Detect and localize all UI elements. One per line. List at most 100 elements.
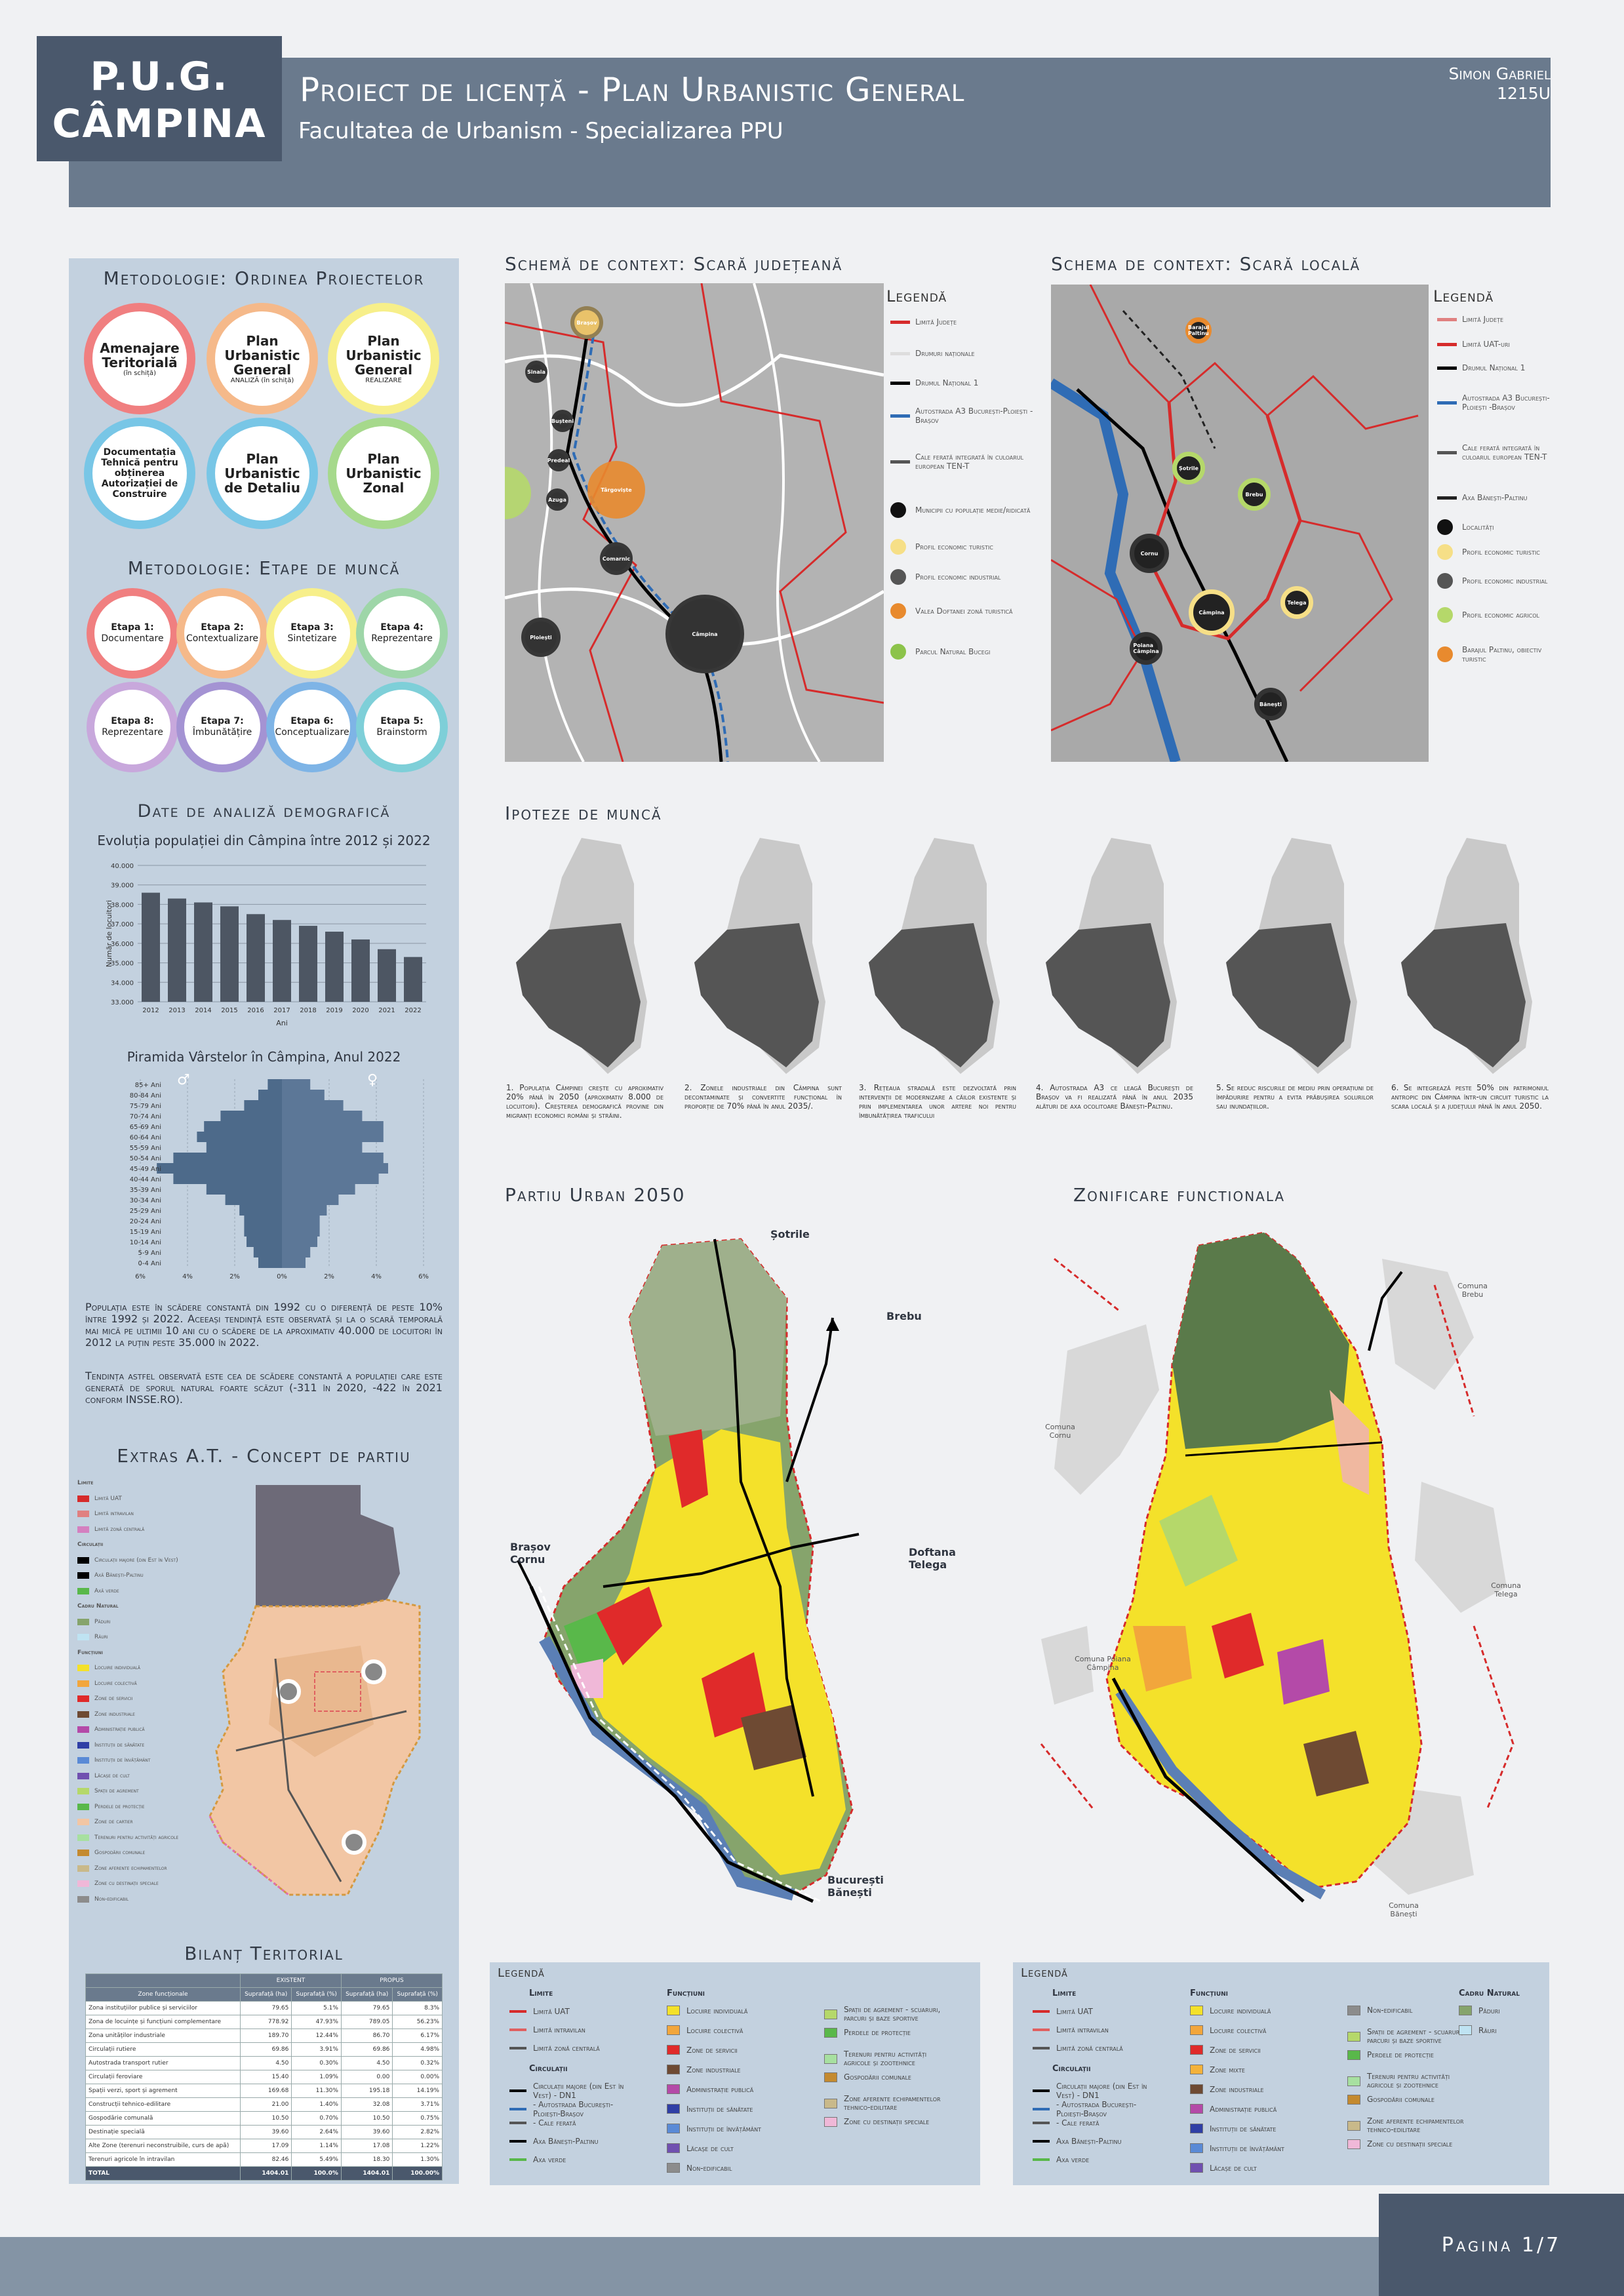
- legend-swatch: [1190, 2104, 1203, 2114]
- table-cell: Circulații feroviare: [85, 2070, 241, 2084]
- legend-function: Zone industriale: [1190, 2084, 1334, 2094]
- total-cell: 1404.01: [340, 2166, 393, 2181]
- x-tick: 2%: [324, 1273, 334, 1280]
- partiu-label-sotrile: Șotrile: [770, 1228, 810, 1240]
- partiu-industrial: [741, 1705, 806, 1770]
- legend-swatch: [1190, 2143, 1203, 2153]
- legend-label: Locuire individuală: [1210, 2006, 1271, 2015]
- legend-function: Locuire colectivă: [667, 2025, 811, 2035]
- legend-swatch: [1033, 2140, 1050, 2143]
- legend-label: Zone de servicii: [686, 2045, 738, 2055]
- legend-swatch: [1190, 2163, 1203, 2173]
- balance-table-wrap: EXISTENT PROPUS Zone funcționale Suprafață …: [85, 1973, 443, 2181]
- age-pyramid-chart: 6% 4% 2% 0% 2% 4% 6% 85+ Ani 80-84 Ani 75-79 Ani 7…: [130, 1072, 429, 1280]
- pyramid-bar-female: [282, 1111, 363, 1121]
- table-cell: 8.3%: [392, 2001, 443, 2015]
- page-number: Pagina 1/7: [1379, 2194, 1624, 2296]
- legend-label: Profil economic turistic: [1462, 547, 1540, 557]
- legend-swatch: [1190, 2006, 1203, 2015]
- x-tick: 2013: [168, 1007, 185, 1014]
- legend-circulation: - Autostrada București-Ploiești-Brașov: [509, 2100, 634, 2118]
- county-context-title: Schemă de context: Scară județeană: [505, 253, 843, 275]
- stage-5: Etapa 8: Reprezentare: [87, 682, 178, 772]
- at-legend-item: Cadru Natural: [77, 1602, 195, 1611]
- stage-number: Etapa 6:: [290, 716, 334, 726]
- zon-legend-title: Legendă: [1021, 1966, 1068, 1980]
- legend-label: Terenuri pentru activități agricole: [94, 1834, 179, 1841]
- age-label: 70-74 Ani: [130, 1113, 161, 1120]
- legend-label: Circulații majore (din Est în Vest): [94, 1556, 178, 1564]
- legend-label: Zone industriale: [686, 2065, 741, 2074]
- stage-label: Brainstorm: [376, 727, 427, 738]
- legend-circulation: Axa verde: [1033, 2155, 1157, 2164]
- table-cell: 56.23%: [392, 2015, 443, 2029]
- order-step-label: Plan Urbanistic Zonal: [336, 452, 431, 495]
- table-cell: 47.93%: [291, 2015, 342, 2029]
- pyramid-bar-male: [244, 1216, 282, 1226]
- table-cell: Zona instituțiilor publice și serviciilo…: [85, 2001, 241, 2015]
- legend-swatch: [1190, 2045, 1203, 2055]
- table-cell: 5.1%: [291, 2001, 342, 2015]
- at-legend-item: Zone aferente echipamentelor: [77, 1864, 195, 1873]
- legend-label: Limită intravilan: [533, 2025, 585, 2034]
- legend-swatch: [1033, 2122, 1050, 2124]
- table-cell: 17.08: [340, 2139, 393, 2153]
- table-row: Zona instituțiilor publice și serviciilo…: [85, 2001, 443, 2015]
- x-tick: 2019: [326, 1007, 342, 1014]
- legend-swatch: [77, 1695, 89, 1702]
- legend-swatch: [77, 1680, 89, 1687]
- table-cell: 778.92: [239, 2015, 292, 2029]
- legend-label: Circulații majore (din Est în Vest) - DN…: [533, 2082, 624, 2100]
- age-label: 25-29 Ani: [130, 1208, 161, 1215]
- header-band: [69, 58, 1551, 207]
- legend-swatch: [824, 2117, 837, 2127]
- at-legend-item: Administrație publică: [77, 1725, 195, 1734]
- legend-circulation: Axa Bănești-Paltinu: [1033, 2137, 1157, 2146]
- legend-swatch: [890, 381, 910, 385]
- pyramid-bar-female: [282, 1142, 363, 1153]
- page-title: Proiect de licență - Plan Urbanistic Gen…: [300, 71, 965, 109]
- table-cell: 69.86: [340, 2042, 393, 2057]
- zon-neighbour: [1415, 1482, 1507, 1613]
- legend-swatch: [77, 1788, 89, 1794]
- male-icon: ♂: [177, 1072, 190, 1088]
- legend-swatch: [77, 1895, 89, 1903]
- table-cell: 10.50: [340, 2111, 393, 2126]
- zon-label-banesti: Comuna Bănești: [1389, 1901, 1419, 1918]
- legend-label: Axa Bănești-Paltinu: [533, 2137, 599, 2146]
- legend-label: Râuri: [1478, 2025, 1497, 2035]
- legend-function: Zone cu destinații speciale: [1347, 2139, 1478, 2149]
- legend-label: Locuire colectivă: [94, 1680, 137, 1687]
- local-legend-item: Profil economic industrial: [1437, 573, 1562, 589]
- legend-label: Zone aferente echipamentelor: [94, 1865, 167, 1872]
- county-legend-item: Profil economic industrial: [890, 569, 1035, 585]
- local-town: Cornu: [1130, 534, 1169, 573]
- pyramid-bar-female: [282, 1205, 327, 1216]
- population-bar: [404, 957, 422, 1002]
- at-legend-item: Non-edificabil: [77, 1895, 195, 1904]
- x-tick: 2016: [247, 1007, 264, 1014]
- table-cell: 39.60: [239, 2125, 292, 2139]
- legend-swatch: [824, 2098, 837, 2108]
- pyramid-bar-female: [282, 1226, 320, 1237]
- at-node: [276, 1679, 301, 1704]
- pyramid-bar-female: [282, 1090, 325, 1100]
- legend-function: Instituții de învățământ: [667, 2124, 811, 2133]
- legend-circulation: - Cale ferată: [509, 2118, 634, 2128]
- at-title: Extras A.T. - Concept de partiu: [117, 1445, 411, 1467]
- legend-label: Limită zonă centrală: [533, 2044, 600, 2053]
- order-step-note: REALIZARE: [365, 376, 402, 384]
- table-cell: 189.70: [239, 2029, 292, 2043]
- legend-swatch: [667, 2084, 680, 2094]
- hypothesis-built: [516, 923, 641, 1067]
- stage-3: Etapa 3: Sintetizare: [266, 588, 358, 679]
- table-cell: 10.50: [239, 2111, 292, 2126]
- legend-label: Circulații: [77, 1541, 104, 1548]
- legend-swatch: [1033, 2108, 1050, 2110]
- at-legend-item: Funcțiuni: [77, 1648, 195, 1657]
- legend-label: Zone industriale: [1210, 2084, 1264, 2094]
- x-tick: 2020: [352, 1007, 368, 1014]
- zon-label-brebu: Comuna Brebu: [1457, 1282, 1488, 1299]
- stage-label: Contextualizare: [186, 633, 259, 644]
- local-town: Câmpina: [1189, 589, 1235, 635]
